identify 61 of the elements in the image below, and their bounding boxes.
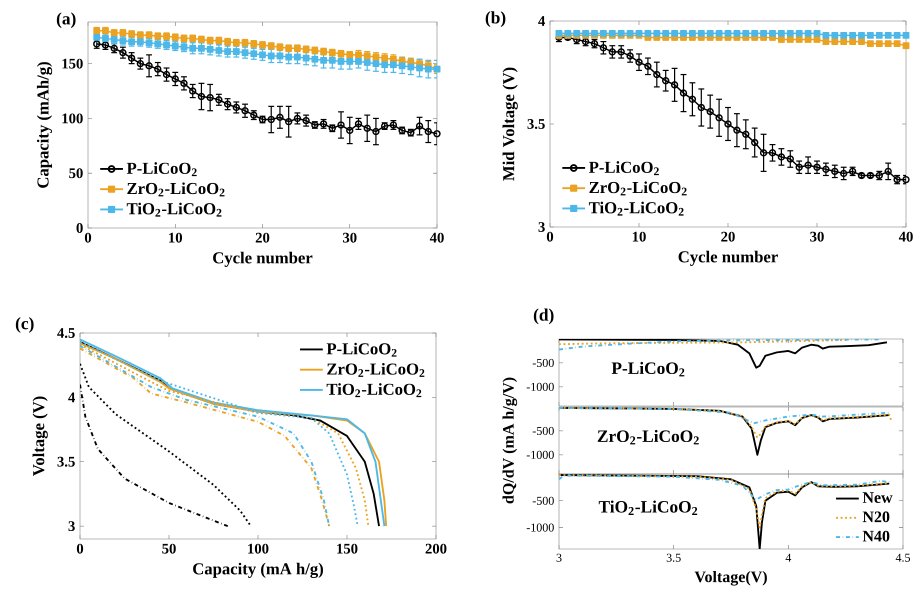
y-tick-label: 50 [69, 168, 83, 178]
y-axis-title: dQ/dV (mA h/g/V) [502, 378, 518, 504]
y-axis-title: Mid Voltage (V) [502, 68, 518, 181]
y-axis-title: Voltage (V) [32, 396, 48, 476]
y-tick-label: 4 [538, 16, 546, 26]
y-tick-label: 3 [68, 521, 75, 532]
x-tick-label: 100 [248, 544, 268, 554]
y-tick-label: 3 [538, 222, 545, 232]
annotation: ZrO$_{2}$-LiCoO$_{2}$ [598, 430, 699, 444]
y-axis-title: Capacity (mAh/g) [36, 62, 52, 188]
x-tick-label: 4.5 [896, 554, 910, 562]
x-tick-label: 3 [556, 554, 562, 562]
legend-label: P-LiCoO$_{2}$ [588, 161, 659, 176]
legend-label: ZrO$_{2}$-LiCoO$_{2}$ [589, 181, 687, 196]
y-tick-label: 100 [62, 113, 83, 124]
x-tick-label: 50 [162, 544, 176, 554]
legend-label: ZrO$_{2}$-LiCoO$_{2}$ [327, 362, 424, 377]
x-tick-label: 4 [786, 554, 792, 562]
y-tick-label: -500 [532, 496, 554, 505]
y-tick-label: -1000 [526, 382, 554, 391]
legend-label: New [862, 492, 893, 503]
legend-label: ZrO$_{2}$-LiCoO$_{2}$ [127, 182, 224, 196]
x-tick-label: 20 [721, 232, 735, 242]
y-tick-label: 150 [62, 58, 83, 69]
x-tick-label: 10 [169, 232, 182, 243]
x-axis-title: Voltage(V) [694, 570, 767, 586]
legend-label: N40 [862, 530, 890, 542]
y-tick-label: 0 [76, 223, 83, 233]
x-tick-label: 150 [337, 544, 358, 554]
x-tick-label: 40 [430, 232, 444, 243]
legend-label: TiO$_{2}$-LiCoO$_{2}$ [126, 202, 222, 217]
x-tick-label: 40 [898, 232, 913, 242]
legend-label: N20 [862, 511, 890, 522]
chart-title: (d) [534, 308, 554, 324]
legend-label: P-LiCoO$_{2}$ [326, 342, 397, 357]
x-tick-label: 0 [84, 232, 92, 243]
y-tick-label: -1000 [526, 524, 554, 532]
x-axis-title: Cycle number [678, 250, 778, 266]
y-tick-label: -500 [532, 358, 554, 367]
y-tick-label: -1000 [526, 450, 554, 459]
y-tick-label: 4.5 [57, 328, 75, 338]
chart-title: (c) [16, 317, 34, 333]
x-tick-label: 30 [810, 232, 824, 242]
x-tick-label: 3.5 [666, 554, 681, 562]
legend-label: TiO$_{2}$-LiCoO$_{2}$ [326, 383, 422, 398]
x-tick-label: 20 [256, 232, 270, 243]
annotation: TiO$_{2}$-LiCoO$_{2}$ [598, 500, 698, 516]
x-tick-label: 200 [426, 544, 446, 554]
annotation: P-LiCoO$_{2}$ [612, 362, 684, 376]
y-tick-label: 3.5 [58, 456, 75, 467]
x-axis-title: Cycle number [213, 252, 312, 267]
y-tick-label: 4 [68, 392, 76, 402]
legend-label: P-LiCoO$_{2}$ [126, 162, 197, 176]
y-tick-label: 3.5 [528, 119, 545, 129]
x-tick-label: 30 [342, 232, 357, 243]
chart-title: (a) [56, 12, 76, 28]
chart-title: (b) [486, 11, 506, 28]
legend-label: TiO$_{2}$-LiCoO$_{2}$ [588, 202, 684, 216]
x-tick-label: 10 [632, 232, 646, 242]
x-axis-title: Capacity (mA h/g) [193, 562, 323, 578]
y-tick-label: -500 [532, 426, 554, 435]
